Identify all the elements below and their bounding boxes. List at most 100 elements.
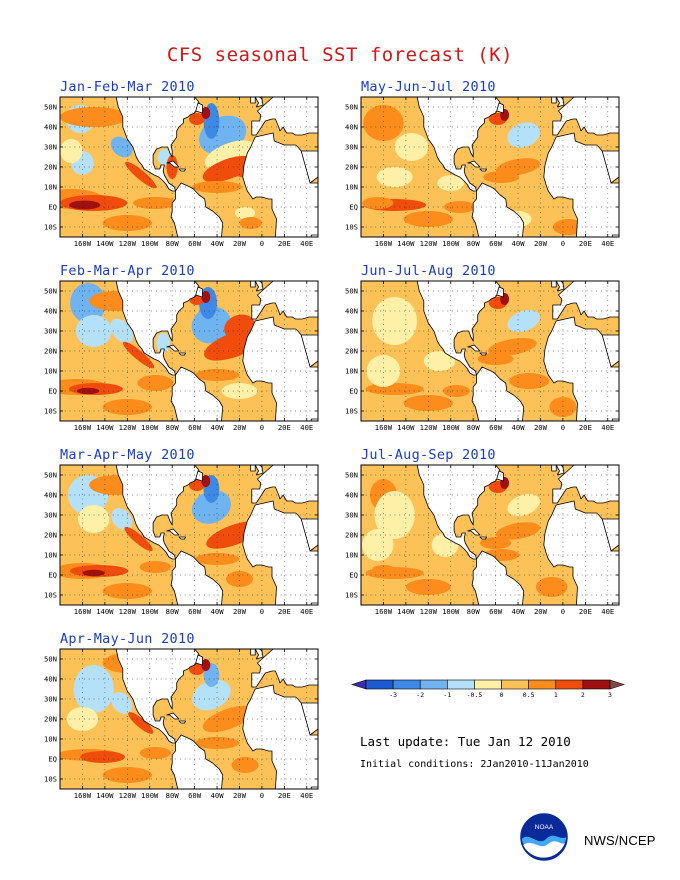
lon-tick-label: 60W: [489, 607, 503, 616]
lon-tick-label: 20W: [534, 607, 548, 616]
lon-tick-label: 120W: [119, 791, 137, 800]
panel-title-jfm: Jan-Feb-Mar 2010: [60, 79, 195, 95]
lon-tick-label: 40E: [300, 607, 313, 616]
sst-map-jja: 50N 40N 30N 20N 10N EQ 10S 160W 140W 120W 100W 80W 6…: [345, 280, 620, 432]
colorbar-swatch: [582, 679, 611, 690]
colorbar-label: 0: [500, 691, 504, 699]
lat-tick-label: 30N: [345, 327, 358, 336]
lon-tick-label: 20E: [278, 607, 291, 616]
lat-tick-label: 50N: [44, 287, 57, 296]
colorbar-label: -0.5: [467, 691, 483, 699]
noaa-logo-icon: NOAA: [520, 813, 568, 865]
panel-title-mjj: May-Jun-Jul 2010: [361, 79, 496, 95]
colorbar-swatch: [528, 679, 557, 690]
lat-tick-label: 20N: [44, 163, 57, 172]
lon-tick-label: 140W: [96, 607, 114, 616]
lon-tick-label: 20W: [534, 423, 548, 432]
lon-tick-label: 140W: [96, 791, 114, 800]
lon-tick-label: 40W: [512, 423, 526, 432]
lon-tick-label: 0: [260, 423, 264, 432]
lon-tick-label: 20W: [534, 239, 548, 248]
colorbar-label: 3: [608, 691, 612, 699]
lon-tick-label: 80W: [467, 239, 481, 248]
lon-tick-label: 140W: [397, 607, 415, 616]
sst-map-mam: 50N 40N 30N 20N 10N EQ 10S 160W 140W 120W 100W 80W 6…: [44, 464, 319, 616]
lon-tick-label: 80W: [166, 423, 180, 432]
lon-tick-label: 40E: [601, 239, 614, 248]
map-panel-jas: 50N 40N 30N 20N 10N EQ 10S 160W 140W 120W 100W 80W 6…: [329, 463, 625, 623]
lon-tick-label: 140W: [96, 239, 114, 248]
last-update-text: Last update: Tue Jan 12 2010: [360, 734, 571, 749]
sst-map-jas: 50N 40N 30N 20N 10N EQ 10S 160W 140W 120W 100W 80W 6…: [345, 464, 620, 616]
lat-tick-label: 20N: [345, 163, 358, 172]
colorbar-label: 1: [554, 691, 558, 699]
lat-tick-label: 50N: [345, 471, 358, 480]
lon-tick-label: 60W: [489, 239, 503, 248]
lon-tick-label: 20E: [579, 239, 592, 248]
lat-tick-label: EQ: [48, 755, 57, 764]
lat-tick-label: 50N: [345, 103, 358, 112]
lon-tick-label: 20E: [278, 239, 291, 248]
lat-tick-label: 40N: [345, 123, 358, 132]
lat-tick-label: 20N: [345, 347, 358, 356]
map-panel-mam: 50N 40N 30N 20N 10N EQ 10S 160W 140W 120W 100W 80W 6…: [28, 463, 324, 623]
colorbar-label: 0.5: [523, 691, 535, 699]
lon-tick-label: 120W: [119, 607, 137, 616]
lon-tick-label: 20W: [233, 607, 247, 616]
colorbar: -3 -2 -1 -0.5 0 0.5 1 2 3: [350, 676, 630, 710]
lon-tick-label: 40E: [601, 607, 614, 616]
lon-tick-label: 100W: [141, 607, 159, 616]
lon-tick-label: 20E: [278, 791, 291, 800]
lon-tick-label: 20W: [233, 791, 247, 800]
panel-title-mam: Mar-Apr-May 2010: [60, 447, 195, 463]
lat-tick-label: EQ: [349, 203, 358, 212]
lat-tick-label: EQ: [48, 571, 57, 580]
colorbar-label: -1: [443, 691, 451, 699]
sst-map-amj: 50N 40N 30N 20N 10N EQ 10S 160W 140W 120W 100W 80W 6…: [44, 648, 319, 800]
lon-tick-label: 40E: [601, 423, 614, 432]
colorbar-label: -3: [389, 691, 397, 699]
lon-tick-label: 160W: [74, 791, 92, 800]
lon-tick-label: 40W: [211, 239, 225, 248]
lon-tick-label: 120W: [420, 239, 438, 248]
lat-tick-label: EQ: [349, 387, 358, 396]
lon-tick-label: 80W: [166, 239, 180, 248]
lon-tick-label: 80W: [166, 607, 180, 616]
panel-title-amj: Apr-May-Jun 2010: [60, 631, 195, 647]
svg-text:NOAA: NOAA: [535, 824, 554, 831]
lat-tick-label: EQ: [48, 203, 57, 212]
lon-tick-label: 20W: [233, 423, 247, 432]
lat-tick-label: 10S: [345, 591, 358, 600]
lat-tick-label: 20N: [44, 347, 57, 356]
colorbar-label: 2: [581, 691, 585, 699]
lat-tick-label: 30N: [345, 143, 358, 152]
lon-tick-label: 120W: [420, 607, 438, 616]
lat-tick-label: 30N: [345, 511, 358, 520]
lat-tick-label: EQ: [48, 387, 57, 396]
lon-tick-label: 20E: [278, 423, 291, 432]
colorbar-swatch: [365, 679, 394, 690]
lon-tick-label: 60W: [489, 423, 503, 432]
lat-tick-label: EQ: [349, 571, 358, 580]
panel-title-jja: Jun-Jul-Aug 2010: [361, 263, 496, 279]
lat-tick-label: 50N: [44, 655, 57, 664]
lat-tick-label: 10N: [345, 183, 358, 192]
lon-tick-label: 40W: [512, 607, 526, 616]
map-panel-jja: 50N 40N 30N 20N 10N EQ 10S 160W 140W 120W 100W 80W 6…: [329, 279, 625, 439]
colorbar-swatch: [501, 679, 529, 690]
lon-tick-label: 60W: [188, 791, 202, 800]
lat-tick-label: 10N: [44, 183, 57, 192]
lat-tick-label: 20N: [345, 531, 358, 540]
lon-tick-label: 0: [561, 423, 565, 432]
lat-tick-label: 40N: [44, 675, 57, 684]
lon-tick-label: 40E: [300, 791, 313, 800]
lon-tick-label: 140W: [397, 239, 415, 248]
lat-tick-label: 30N: [44, 327, 57, 336]
colorbar-swatch: [419, 679, 448, 690]
lat-tick-label: 40N: [44, 123, 57, 132]
lat-tick-label: 40N: [345, 491, 358, 500]
lon-tick-label: 0: [561, 607, 565, 616]
lon-tick-label: 80W: [166, 791, 180, 800]
lon-tick-label: 20E: [579, 423, 592, 432]
lat-tick-label: 20N: [44, 715, 57, 724]
